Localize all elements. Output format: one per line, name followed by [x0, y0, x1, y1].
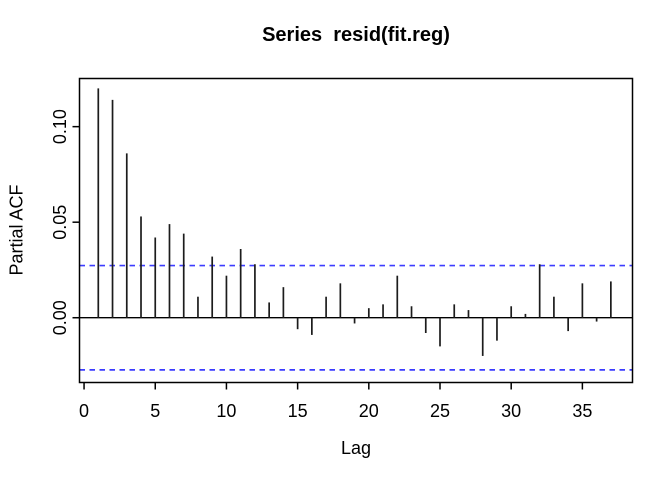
x-tick-label: 0	[79, 401, 89, 421]
plot-border	[78, 77, 634, 384]
x-tick-label: 35	[572, 401, 592, 421]
x-tick-label: 5	[150, 401, 160, 421]
x-axis-label: Lag	[340, 438, 372, 458]
y-tick-label: 0.05	[50, 205, 70, 240]
x-tick-label: 30	[501, 401, 521, 421]
y-axis-label-text: Partial ACF	[6, 184, 27, 276]
chart-title: Series resid(fit.reg)	[262, 24, 450, 46]
y-tick-label: 0.00	[50, 300, 70, 335]
x-tick-label: 10	[216, 401, 236, 421]
y-tick-label: 0.10	[50, 109, 70, 144]
x-tick-label: 20	[359, 401, 379, 421]
x-tick-label: 15	[288, 401, 308, 421]
x-tick-label: 25	[430, 401, 450, 421]
